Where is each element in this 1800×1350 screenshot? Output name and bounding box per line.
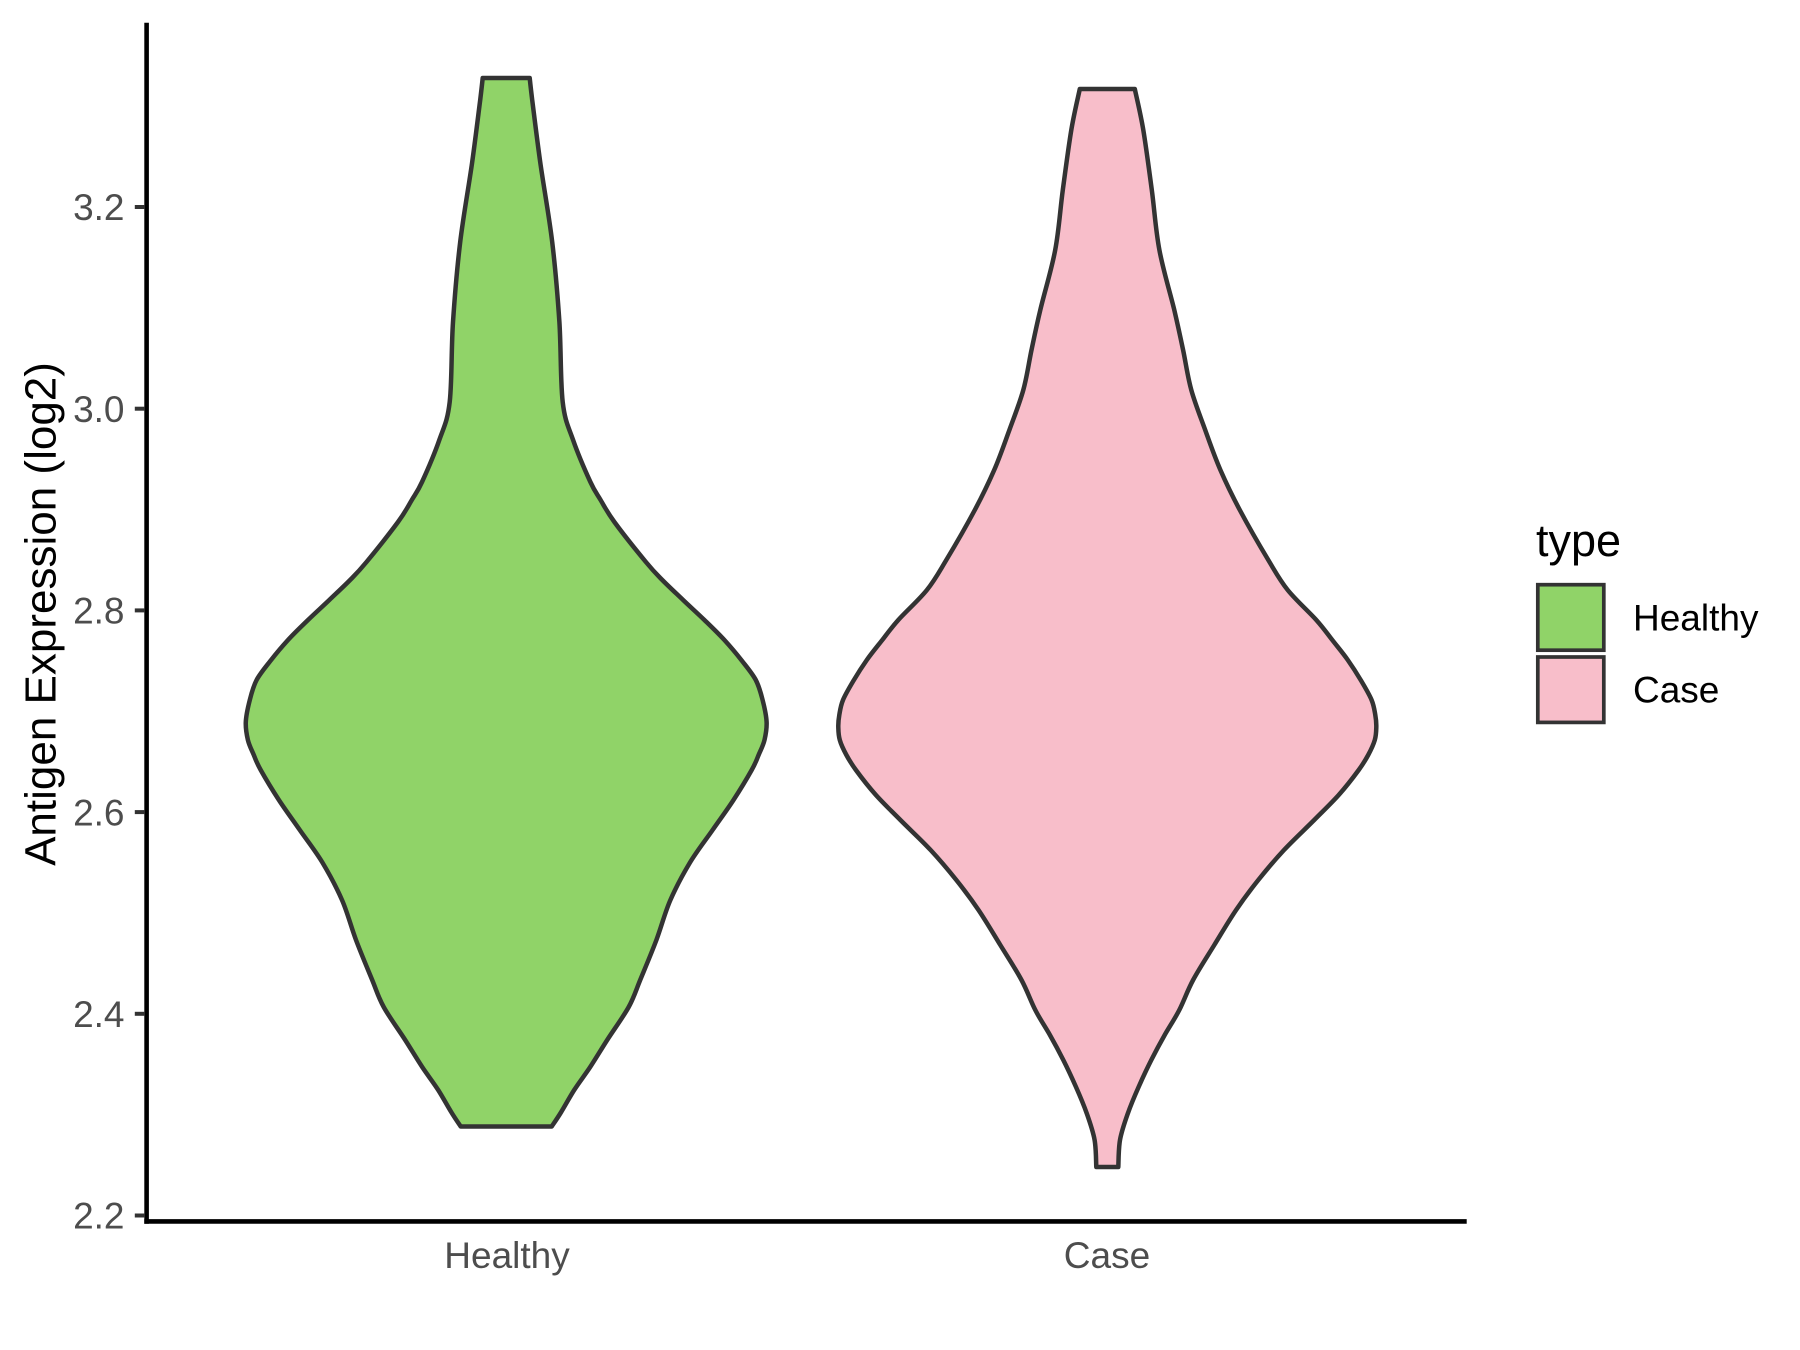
svg-text:Healthy: Healthy xyxy=(444,1235,570,1276)
svg-text:3.2: 3.2 xyxy=(73,187,124,228)
svg-text:Case: Case xyxy=(1064,1235,1150,1276)
svg-text:Case: Case xyxy=(1633,670,1719,711)
svg-text:type: type xyxy=(1536,515,1621,566)
svg-text:3.0: 3.0 xyxy=(73,389,124,430)
svg-text:2.4: 2.4 xyxy=(73,994,124,1035)
svg-text:Antigen Expression (log2): Antigen Expression (log2) xyxy=(17,362,66,866)
svg-text:Healthy: Healthy xyxy=(1633,598,1759,639)
svg-text:2.8: 2.8 xyxy=(73,591,124,632)
svg-text:2.6: 2.6 xyxy=(73,792,124,833)
svg-text:2.2: 2.2 xyxy=(73,1196,124,1237)
